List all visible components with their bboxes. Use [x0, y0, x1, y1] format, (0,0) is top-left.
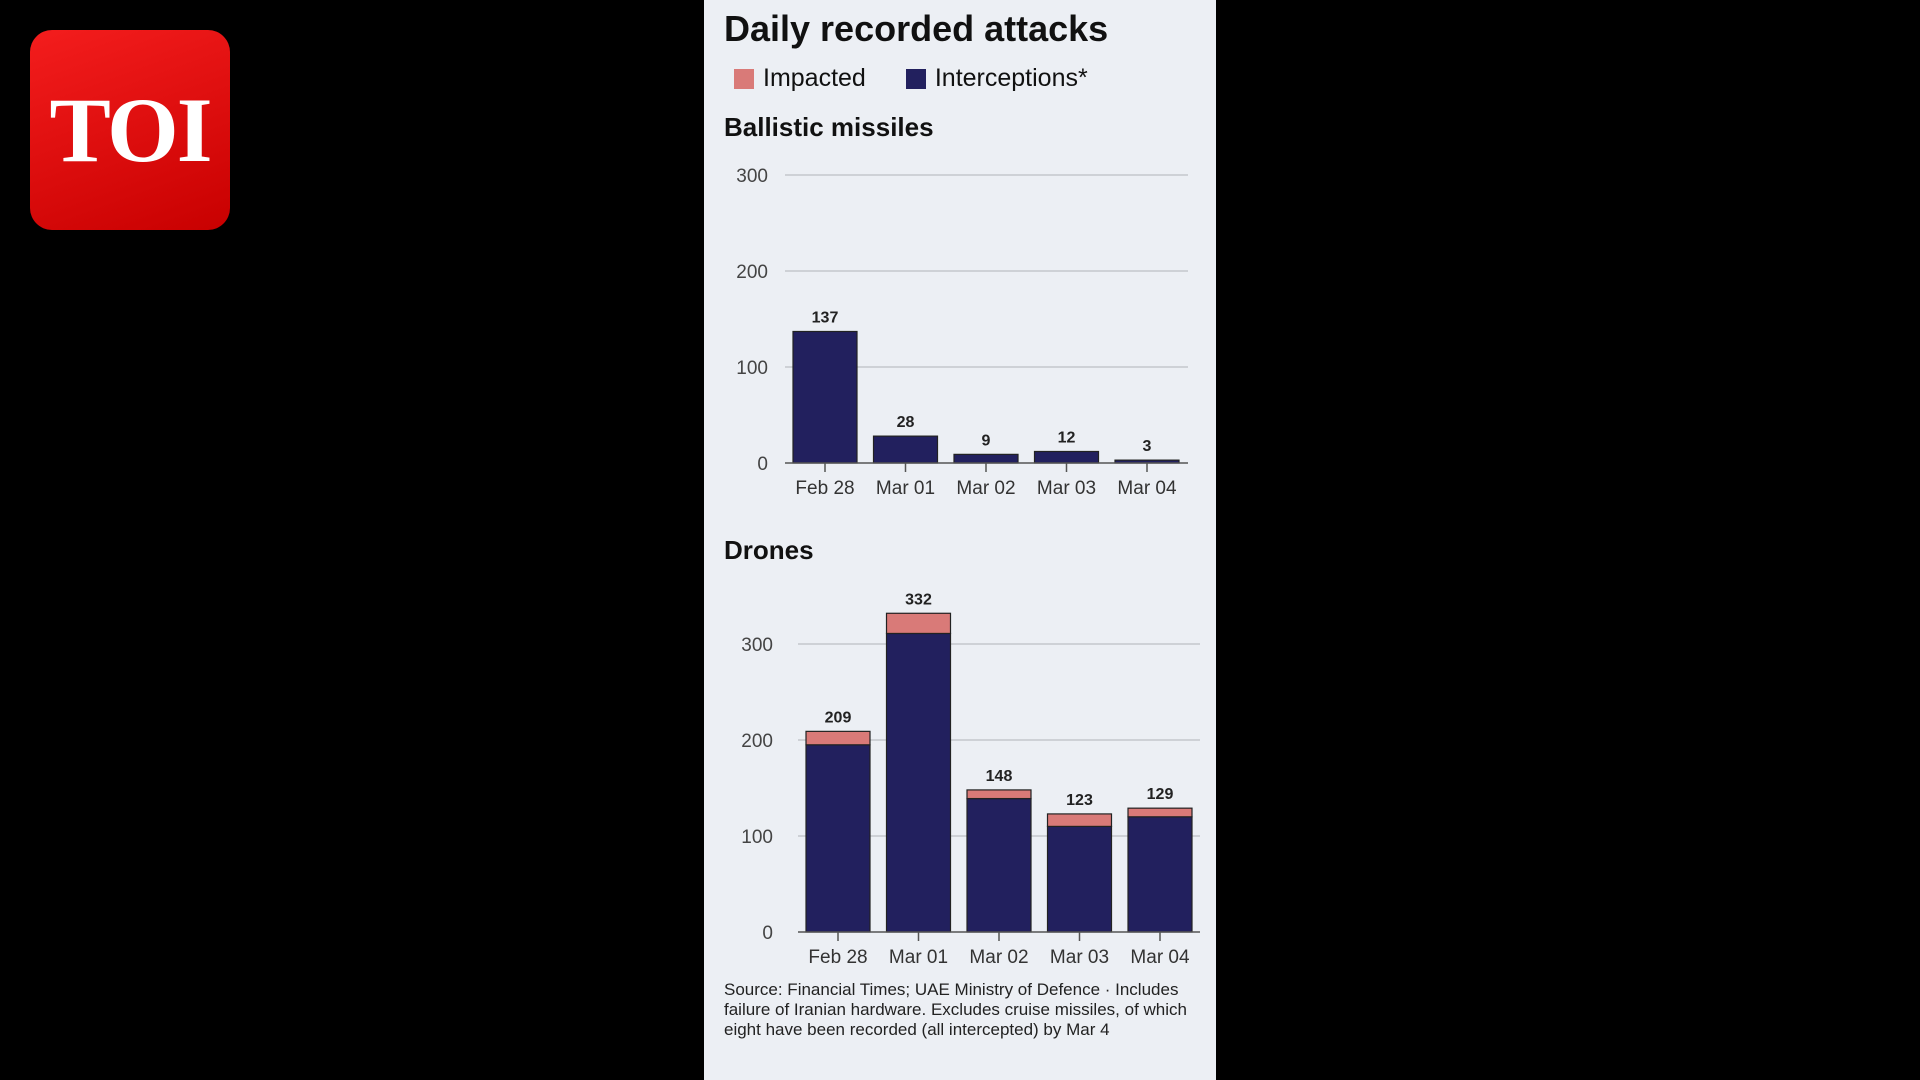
data-label: 9 [982, 432, 991, 449]
y-tick-label: 300 [736, 166, 768, 187]
legend-label: Interceptions* [934, 64, 1088, 92]
bar-impacted [805, 730, 871, 746]
y-tick-label: 0 [757, 454, 768, 475]
legend: Impacted Interceptions* [734, 64, 1088, 93]
x-tick-label: Feb 28 [808, 947, 867, 968]
data-label: 137 [812, 309, 839, 326]
toi-logo: TOI [30, 30, 230, 230]
y-tick-label: 0 [762, 923, 773, 944]
data-label: 129 [1147, 786, 1174, 803]
x-tick-label: Mar 04 [1117, 478, 1177, 499]
bar-interceptions [1033, 450, 1100, 464]
bar-impacted [885, 612, 952, 635]
y-tick-label: 200 [736, 262, 768, 283]
logo-text: TOI [49, 79, 212, 181]
data-label: 12 [1058, 429, 1076, 446]
bar-interceptions [1127, 816, 1193, 933]
data-label: 209 [825, 709, 852, 726]
data-label: 332 [905, 591, 932, 608]
x-tick-label: Mar 04 [1130, 947, 1190, 968]
data-label: 3 [1143, 438, 1152, 455]
y-tick-label: 100 [741, 827, 773, 848]
y-tick-label: 100 [736, 358, 768, 379]
drones-title: Drones [724, 535, 814, 565]
ballistic-title: Ballistic missiles [724, 112, 934, 142]
bar-impacted [1046, 813, 1113, 827]
y-tick-label: 200 [741, 731, 773, 752]
page-title: Daily recorded attacks [724, 8, 1109, 49]
bar-interceptions [1046, 825, 1113, 933]
bar-interceptions [966, 797, 1032, 933]
legend-item-interceptions: Interceptions* [905, 64, 1088, 93]
y-tick-label: 300 [741, 635, 773, 656]
legend-item-impacted: Impacted [734, 64, 866, 93]
interceptions-swatch [905, 68, 926, 89]
bar-impacted [1127, 807, 1193, 818]
bar-interceptions [872, 435, 939, 464]
x-tick-label: Mar 01 [876, 478, 935, 499]
bar-interceptions [792, 330, 858, 464]
x-tick-label: Mar 03 [1037, 478, 1096, 499]
x-tick-label: Mar 03 [1050, 947, 1109, 968]
bar-interceptions [805, 744, 871, 933]
bar-interceptions [953, 453, 1019, 464]
source-note: Source: Financial Times; UAE Ministry of… [724, 980, 1187, 1039]
data-label: 28 [897, 414, 915, 431]
legend-label: Impacted [763, 64, 866, 92]
x-tick-label: Mar 02 [956, 478, 1015, 499]
x-tick-label: Mar 02 [969, 947, 1028, 968]
bar-impacted [966, 789, 1032, 800]
data-label: 123 [1066, 792, 1093, 809]
data-label: 148 [986, 768, 1013, 785]
x-tick-label: Feb 28 [795, 478, 854, 499]
bar-interceptions [885, 632, 952, 933]
impacted-swatch [734, 68, 754, 89]
x-tick-label: Mar 01 [889, 947, 948, 968]
